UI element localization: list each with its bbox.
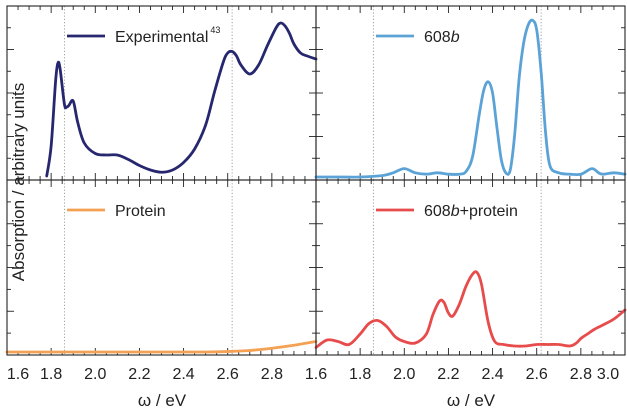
panel-frame [315,5,626,181]
x-tick-label-left: 2.8 [261,366,283,383]
x-axis-title-right: ω / eV [447,391,496,410]
series-line-top-left [45,21,318,178]
legend-label: 608b [424,29,460,46]
x-tick-label-right: 3.0 [597,366,619,383]
legend-label: Experimental 43 [115,25,220,46]
x-tick-label-right: 1.6 [305,366,327,383]
panel-top-left: Experimental 43 [6,5,318,181]
x-tick-label-left: 1.8 [40,366,62,383]
x-tick-label-left: 1.6 [7,366,29,383]
x-tick-label-right: 2.6 [526,366,548,383]
y-axis-title: Absorption / arbitrary units [9,83,28,281]
panels-layer: Experimental 43 608b Protein 608b+protein [5,5,627,356]
series-line-bottom-left [5,340,318,354]
series-line-top-right [314,18,627,179]
series-line-bottom-right [314,270,627,349]
x-tick-label-left: 2.0 [84,366,106,383]
x-axis-title-left: ω / eV [138,391,187,410]
x-tick-label-right: 1.8 [349,366,371,383]
panel-bottom-right: 608b+protein [314,179,627,356]
x-tick-label-left: 2.6 [217,366,239,383]
x-tick-label-right: 2.0 [393,366,415,383]
x-tick-label-right: 2.4 [481,366,503,383]
x-tick-label-left: 2.4 [172,366,194,383]
x-tick-label-left: 2.2 [128,366,150,383]
legend-label: 608b+protein [424,203,518,220]
x-tick-label-right: 2.8 [570,366,592,383]
x-tick-label-right: 2.2 [437,366,459,383]
panel-frame [315,179,626,356]
legend-label: Protein [115,203,166,220]
panel-bottom-left: Protein [5,179,318,356]
tick-labels-layer: 1.6 1.8 2.0 2.2 2.4 2.6 2.8 1.6 1.8 2.0 2.2 2.4 2.6 2… [7,366,619,383]
panel-top-right: 608b [314,5,627,181]
